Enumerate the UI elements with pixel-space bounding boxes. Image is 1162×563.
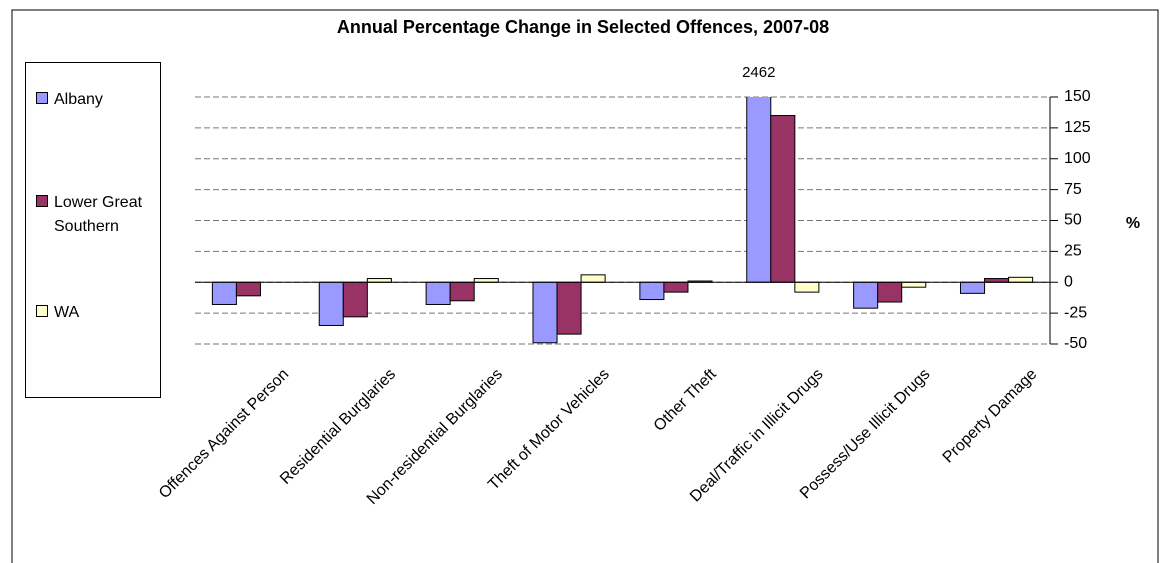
- bar: [877, 281, 903, 303]
- chart-frame: [11, 9, 1159, 563]
- chart-title: Annual Percentage Change in Selected Off…: [337, 17, 829, 37]
- x-tick-label: Property Damage: [940, 366, 1041, 467]
- legend-entry: Albany: [36, 88, 161, 112]
- x-tick-label: Theft of Motor Vehicles: [485, 366, 613, 494]
- legend: Albany Lower Great Southern WA: [25, 62, 161, 398]
- bar: [1008, 276, 1034, 283]
- y-tick-label: 100: [1064, 150, 1091, 167]
- y-tick-label: 125: [1064, 119, 1091, 136]
- y-tick-label: -25: [1064, 304, 1087, 321]
- bar: [556, 281, 582, 335]
- bar: [235, 281, 261, 297]
- legend-label: WA: [54, 304, 80, 321]
- y-tick-label: 0: [1064, 273, 1073, 290]
- y-tick-label: 50: [1064, 212, 1082, 229]
- legend-swatch: [36, 195, 48, 207]
- x-tick-label: Other Theft: [651, 365, 720, 434]
- bar: [473, 278, 499, 283]
- bar: [425, 281, 451, 305]
- data-label: 2462: [742, 64, 775, 81]
- bar: [984, 278, 1010, 283]
- bar: [342, 281, 368, 318]
- bar: [639, 281, 665, 301]
- bar: [901, 281, 927, 288]
- bar: [746, 97, 772, 283]
- bar: [580, 274, 606, 283]
- bar: [794, 281, 820, 293]
- y-tick-label: 150: [1064, 88, 1091, 105]
- bar: [318, 281, 344, 326]
- bar: [366, 278, 392, 283]
- legend-label: Albany: [54, 91, 103, 108]
- y-tick-label: -50: [1064, 335, 1087, 352]
- bar: [770, 115, 796, 283]
- legend-entry: WA: [36, 301, 161, 325]
- bar: [853, 281, 879, 309]
- x-tick-label: Residential Burglaries: [277, 366, 399, 488]
- bar: [663, 281, 689, 293]
- bar: [211, 281, 237, 305]
- x-tick-label: Offences Against Person: [156, 366, 292, 502]
- y-axis-label: %: [1126, 215, 1140, 232]
- bar: [449, 281, 475, 302]
- legend-swatch: [36, 305, 48, 317]
- bars: [211, 97, 1034, 344]
- y-tick-label: 75: [1064, 181, 1082, 198]
- legend-entry: Lower Great Southern: [36, 191, 161, 239]
- bar: [959, 281, 986, 294]
- legend-label: Lower Great Southern: [54, 194, 143, 235]
- bar: [532, 281, 558, 344]
- legend-swatch: [36, 92, 48, 104]
- y-tick-label: 25: [1064, 243, 1082, 260]
